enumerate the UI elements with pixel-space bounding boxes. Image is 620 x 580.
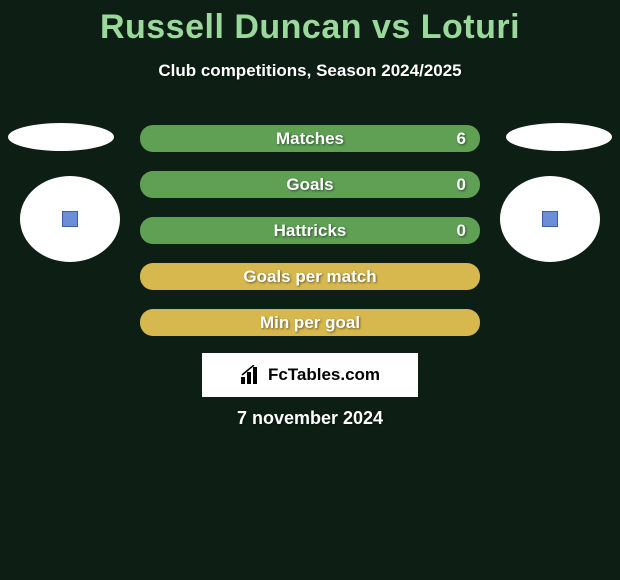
stat-bars: Matches 6 Goals 0 Hattricks 0 Goals per … [140,125,480,355]
stat-value-right: 6 [457,129,466,149]
player-photo-placeholder-left [8,123,114,151]
date-text: 7 november 2024 [0,408,620,429]
brand-text: FcTables.com [268,365,380,385]
stat-value-right: 0 [457,221,466,241]
placeholder-badge-icon [62,211,78,227]
page-subtitle: Club competitions, Season 2024/2025 [0,61,620,81]
brand-logo: FcTables.com [240,365,380,385]
stat-bar-min-per-goal: Min per goal [140,309,480,336]
stat-label: Matches [276,129,344,149]
stat-bar-matches: Matches 6 [140,125,480,152]
stat-label: Goals per match [243,267,376,287]
stat-bar-goals-per-match: Goals per match [140,263,480,290]
placeholder-badge-icon [542,211,558,227]
stat-label: Hattricks [274,221,347,241]
player-photo-placeholder-right [506,123,612,151]
chart-bars-icon [240,365,262,385]
stat-label: Min per goal [260,313,360,333]
brand-box: FcTables.com [202,353,418,397]
club-logo-left [20,176,120,262]
stat-value-right: 0 [457,175,466,195]
stat-label: Goals [286,175,333,195]
page-title: Russell Duncan vs Loturi [0,0,620,47]
club-logo-right [500,176,600,262]
stat-bar-hattricks: Hattricks 0 [140,217,480,244]
stat-bar-goals: Goals 0 [140,171,480,198]
